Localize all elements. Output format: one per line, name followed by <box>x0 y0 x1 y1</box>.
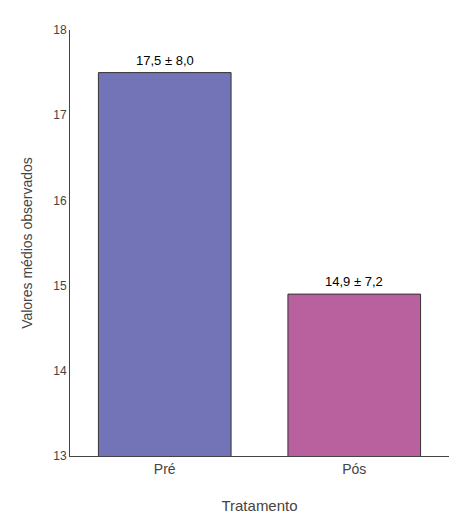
svg-text:Pré: Pré <box>154 461 176 477</box>
svg-text:Tratamento: Tratamento <box>221 497 297 514</box>
svg-text:18: 18 <box>53 23 67 37</box>
svg-text:14: 14 <box>53 364 67 378</box>
svg-text:13: 13 <box>53 449 67 463</box>
svg-text:16: 16 <box>53 194 67 208</box>
svg-text:15: 15 <box>53 279 67 293</box>
svg-text:17,5 ± 8,0: 17,5 ± 8,0 <box>136 53 194 68</box>
svg-text:Valores médios observados: Valores médios observados <box>19 157 35 329</box>
svg-text:Pós: Pós <box>342 461 366 477</box>
svg-text:14,9 ± 7,2: 14,9 ± 7,2 <box>325 274 383 289</box>
svg-text:17: 17 <box>53 108 67 122</box>
